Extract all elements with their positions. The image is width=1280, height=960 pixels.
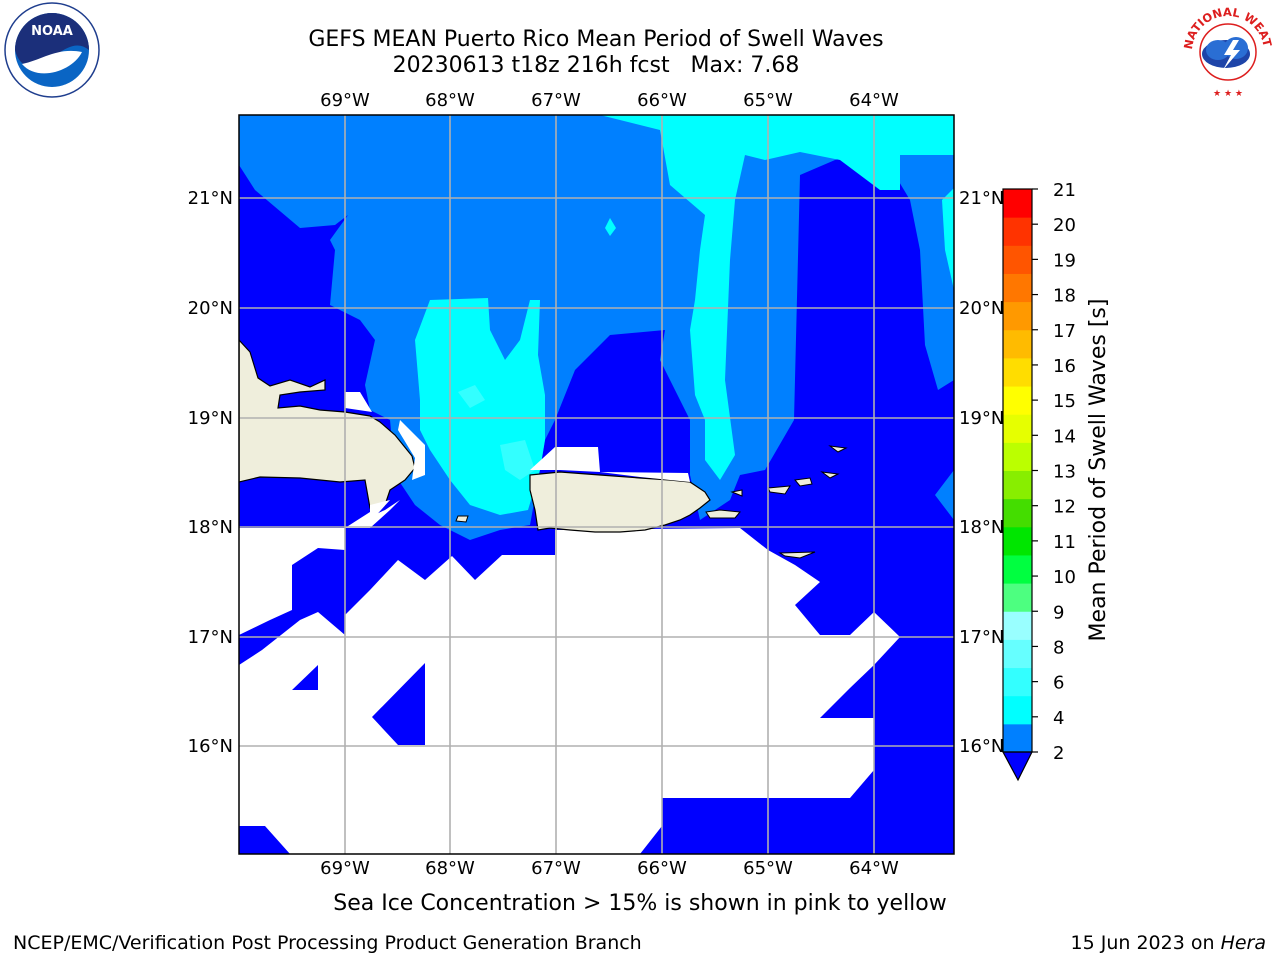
colorbar-segment — [1003, 667, 1032, 697]
colorbar-segment — [1003, 357, 1032, 387]
ocean-band-6-8 — [500, 440, 535, 480]
ocean-band-4-6 — [600, 115, 954, 480]
colorbar-tick-label: 8 — [1053, 637, 1064, 658]
footer-date-text: 15 Jun 2023 on — [1070, 932, 1221, 954]
lon-label: 68°W — [425, 858, 475, 879]
lat-label: 20°N — [188, 298, 233, 319]
lon-label: 69°W — [320, 858, 370, 879]
footer-branch: NCEP/EMC/Verification Post Processing Pr… — [13, 932, 642, 954]
no-data-region-main — [239, 528, 900, 854]
colorbar-segment — [1003, 189, 1032, 218]
lat-label: 18°N — [188, 517, 233, 538]
lat-label: 20°N — [959, 298, 1004, 319]
lon-label: 67°W — [531, 858, 581, 879]
lon-label: 65°W — [743, 90, 793, 111]
colorbar-segment — [1003, 442, 1032, 471]
noaa-logo-text: NOAA — [31, 24, 73, 39]
hispaniola-land — [239, 339, 416, 509]
lat-label: 18°N — [959, 517, 1004, 538]
footer-host: Hera — [1220, 932, 1266, 954]
colorbar-tick-label: 16 — [1053, 356, 1076, 377]
map-frame — [238, 114, 955, 855]
puerto-rico-land — [529, 471, 711, 533]
lon-label: 65°W — [743, 858, 793, 879]
map-plot-area — [239, 115, 954, 854]
colorbar-tick-label: 9 — [1053, 602, 1064, 623]
ocean-band-4-6-d — [942, 188, 954, 290]
lon-label: 64°W — [849, 90, 899, 111]
no-data-region — [239, 500, 400, 635]
colorbar-segment — [1003, 639, 1032, 669]
colorbar-tick-label: 10 — [1053, 567, 1076, 588]
colorbar-segment — [1003, 695, 1032, 725]
lon-label: 69°W — [320, 90, 370, 111]
lat-label: 16°N — [959, 736, 1004, 757]
ocean-band-4-6-c — [605, 218, 616, 236]
lat-label: 17°N — [188, 627, 233, 648]
lon-label: 68°W — [425, 90, 475, 111]
colorbar-segment — [1003, 470, 1032, 500]
lon-label: 66°W — [637, 858, 687, 879]
colorbar-segment — [1003, 723, 1032, 753]
colorbar-segment — [1003, 526, 1032, 556]
ocean-band-6-8-b — [458, 385, 485, 408]
colorbar-segment — [1003, 386, 1032, 415]
colorbar-segment — [1003, 414, 1032, 443]
colorbar-tick-label: 15 — [1053, 391, 1076, 412]
colorbar-tick-label: 14 — [1053, 426, 1076, 447]
lat-labels-right: 21°N 20°N 19°N 18°N 17°N 16°N — [959, 188, 1004, 757]
colorbar-tick-label: 21 — [1053, 180, 1076, 201]
colorbar-tick-label: 4 — [1053, 708, 1064, 729]
puerto-rico-white-margin — [530, 447, 690, 482]
hispaniola-white-margin — [345, 392, 425, 528]
lat-label: 16°N — [188, 736, 233, 757]
colorbar-label: Mean Period of Swell Waves [s] — [1086, 299, 1111, 642]
colorbar-tick-label: 6 — [1053, 673, 1064, 694]
svg-text:★ ★ ★: ★ ★ ★ — [1213, 89, 1243, 99]
colorbar-tick-label: 17 — [1053, 321, 1076, 342]
colorbar-segment — [1003, 554, 1032, 584]
colorbar-segment — [1003, 329, 1032, 359]
colorbar-segment — [1003, 498, 1032, 528]
ocean-band-2-4 — [239, 115, 954, 540]
lat-labels-left: 21°N 20°N 19°N 18°N 17°N 16°N — [188, 188, 233, 757]
lon-label: 66°W — [637, 90, 687, 111]
colorbar-segments — [1003, 189, 1032, 753]
colorbar-segment — [1003, 273, 1032, 303]
lat-label: 17°N — [959, 627, 1004, 648]
lat-label: 21°N — [959, 188, 1004, 209]
footer-date: 15 Jun 2023 on Hera — [1071, 932, 1266, 954]
virgin-islands — [455, 445, 848, 559]
colorbar-tick-label: 2 — [1053, 743, 1064, 764]
colorbar-ticks: 21 20 19 18 17 16 15 14 13 12 11 10 9 8 6 4 2 — [1032, 180, 1076, 764]
lon-label: 64°W — [849, 858, 899, 879]
colorbar-extend-arrow — [1001, 751, 1033, 782]
colorbar-segment — [1003, 583, 1032, 612]
colorbar-tick-label: 20 — [1053, 215, 1076, 236]
colorbar-segment — [1003, 245, 1032, 274]
graticule — [239, 115, 954, 854]
lon-label: 67°W — [531, 90, 581, 111]
lat-label: 19°N — [959, 408, 1004, 429]
colorbar-tick-label: 11 — [1053, 532, 1076, 553]
colorbar-segment — [1003, 217, 1032, 246]
colorbar-tick-label: 18 — [1053, 286, 1076, 307]
colorbar-segment — [1003, 611, 1032, 640]
colorbar-tick-label: 12 — [1053, 497, 1076, 518]
colorbar: 21 20 19 18 17 16 15 14 13 12 11 10 9 8 6 4 2 Mean Perio… — [1001, 180, 1111, 782]
colorbar-tick-label: 19 — [1053, 250, 1076, 271]
sea-ice-note: Sea Ice Concentration > 15% is shown in … — [333, 891, 947, 916]
lat-label: 21°N — [188, 188, 233, 209]
lon-labels-bottom: 69°W 68°W 67°W 66°W 65°W 64°W — [320, 858, 899, 879]
lat-label: 19°N — [188, 408, 233, 429]
colorbar-tick-label: 13 — [1053, 462, 1076, 483]
chart-title: GEFS MEAN Puerto Rico Mean Period of Swe… — [308, 27, 884, 52]
colorbar-segment — [1003, 301, 1032, 331]
lon-labels-top: 69°W 68°W 67°W 66°W 65°W 64°W — [320, 90, 899, 111]
nws-logo: NATIONAL WEATHER SERVICE ★ ★ ★ — [1178, 0, 1275, 99]
chart-subtitle: 20230613 t18z 216h fcst Max: 7.68 — [392, 53, 800, 78]
noaa-logo: NOAA — [4, 2, 100, 98]
